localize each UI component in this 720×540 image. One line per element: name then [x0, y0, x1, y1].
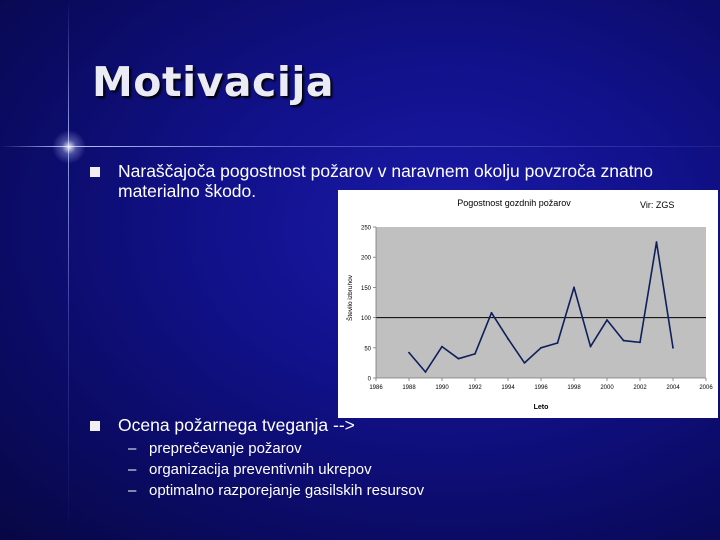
data-point	[573, 286, 575, 289]
y-tick-label: 150	[361, 286, 372, 292]
data-point	[589, 345, 592, 348]
y-tick-label: 50	[364, 346, 371, 352]
x-tick-label: 1994	[501, 385, 515, 391]
chart-source-label: Vir: ZGS	[640, 200, 674, 210]
data-point	[639, 341, 641, 344]
data-point	[556, 342, 559, 344]
bullet-2-text: Ocena požarnega tveganja -->	[118, 415, 355, 435]
x-tick-label: 2000	[600, 385, 614, 391]
sub-item-2-text: organizacija preventivnih ukrepov	[149, 461, 372, 478]
x-tick-label: 2006	[699, 385, 713, 391]
data-point	[523, 362, 526, 364]
data-point	[441, 345, 443, 348]
chart-image: Pogostnost gozdnih požarov Vir: ZGS Štev…	[338, 190, 718, 418]
data-point	[672, 346, 674, 349]
data-point	[408, 351, 410, 354]
dash-icon: –	[128, 440, 137, 457]
y-tick-label: 100	[361, 316, 372, 322]
y-tick-label: 200	[361, 256, 372, 262]
y-tick-label: 250	[361, 226, 372, 232]
data-point	[457, 357, 460, 360]
x-tick-label: 1998	[567, 385, 581, 391]
sub-item-3-text: optimalno razporejanje gasilskih resurso…	[149, 482, 425, 499]
bullet-1-text: Naraščajoča pogostnost požarov v naravne…	[118, 161, 653, 201]
x-tick-label: 1992	[468, 385, 482, 391]
bullet-1-line-1: Naraščajoča pogostnost požarov v naravne…	[118, 161, 654, 181]
chart-title: Pogostnost gozdnih požarov	[457, 198, 571, 208]
data-point	[424, 371, 427, 373]
decorative-star-glow	[52, 130, 86, 164]
x-tick-label: 1986	[369, 385, 383, 391]
plot-area	[376, 227, 706, 378]
sub-item-1-text: preprečevanje požarov	[149, 440, 302, 457]
x-tick-label: 2002	[633, 385, 647, 391]
data-point	[655, 241, 658, 243]
x-tick-label: 1996	[534, 385, 548, 391]
chart-x-axis-label: Leto	[534, 404, 549, 411]
decorative-vertical-line	[68, 0, 69, 540]
data-point	[474, 352, 476, 355]
data-point	[507, 337, 509, 340]
line-chart: Pogostnost gozdnih požarov Vir: ZGS Štev…	[345, 198, 713, 411]
dash-icon: –	[128, 461, 137, 478]
x-tick-label: 1990	[435, 385, 449, 391]
dash-icon: –	[128, 482, 137, 499]
decorative-horizontal-line	[0, 146, 720, 147]
slide-title: Motivacija	[92, 58, 335, 106]
bullet-square-icon	[90, 167, 100, 177]
bullet-square-icon	[90, 421, 100, 431]
data-point	[622, 339, 625, 342]
bullet-1-line-2: materialno škodo.	[118, 181, 257, 201]
data-point	[540, 346, 542, 349]
x-tick-label: 1988	[402, 385, 416, 391]
y-tick-label: 0	[368, 377, 372, 383]
data-point	[490, 311, 493, 314]
data-point	[606, 319, 608, 321]
chart-y-axis-label: Število izbruhov	[345, 274, 354, 321]
x-tick-label: 2004	[666, 385, 680, 391]
